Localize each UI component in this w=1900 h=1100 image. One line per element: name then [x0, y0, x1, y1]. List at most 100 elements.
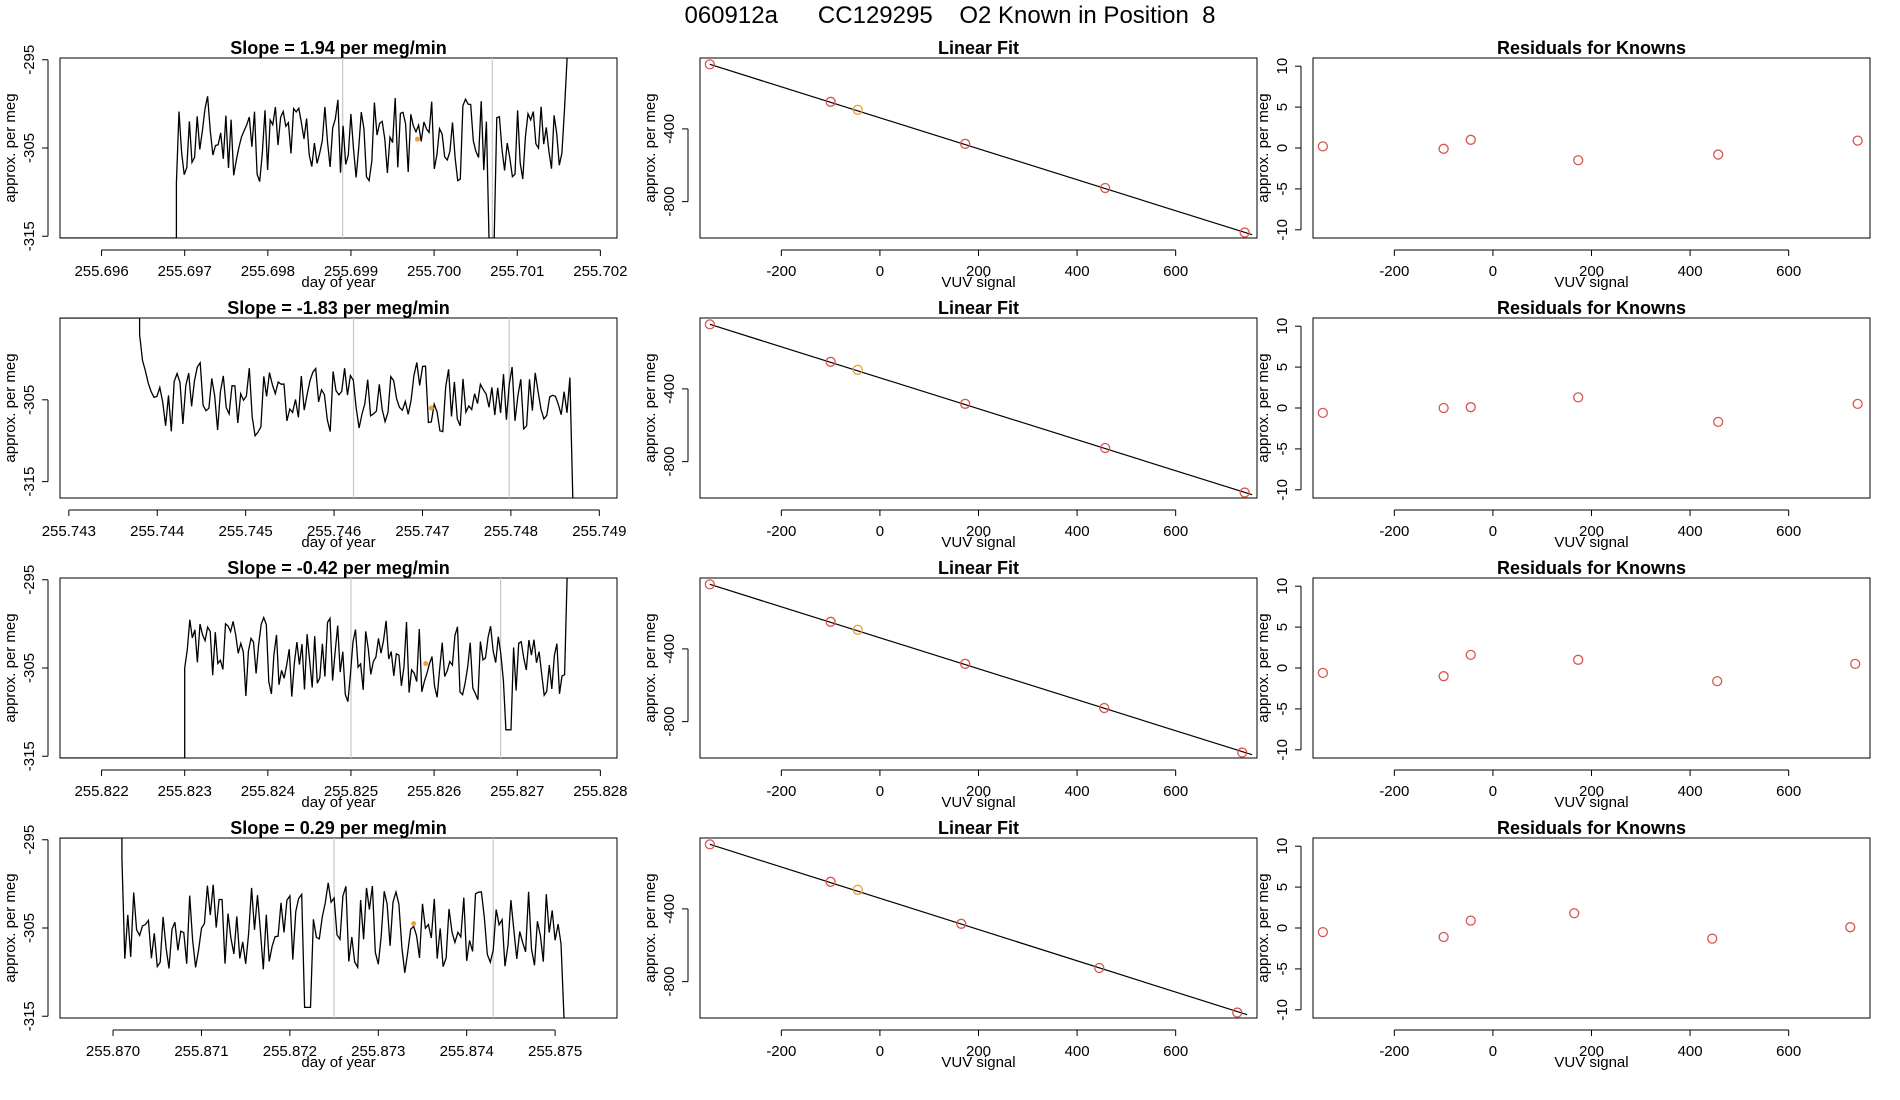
y-axis-label: approx. per meg [642, 93, 659, 202]
series-line [60, 578, 568, 758]
x-tick-label: 255.825 [324, 783, 378, 800]
x-tick-label: 255.871 [174, 1043, 228, 1060]
data-point [1465, 915, 1476, 926]
data-point [1438, 671, 1449, 682]
y-tick-label: -800 [661, 447, 678, 477]
y-tick-label: 10 [1274, 58, 1291, 75]
data-point [1845, 922, 1856, 933]
data-point [1239, 227, 1250, 238]
y-axis-label: approx. per meg [2, 873, 19, 982]
y-tick-label: -5 [1274, 442, 1291, 455]
plot-frame [59, 317, 618, 499]
y-tick-label: -5 [1274, 962, 1291, 975]
data-point [825, 876, 836, 887]
data-point [825, 96, 836, 107]
x-tick-label: 255.824 [241, 783, 295, 800]
y-tick-label: -315 [21, 221, 38, 251]
plot-frame [1312, 837, 1871, 1019]
data-point [1713, 416, 1724, 428]
x-tick-label: 400 [1065, 1043, 1090, 1060]
data-point [1852, 135, 1863, 146]
y-tick-label: -295 [21, 45, 38, 75]
data-point [1707, 933, 1718, 944]
y-axis-label: approx. per meg [2, 93, 19, 202]
x-axis-label: VUV signal [1554, 794, 1628, 811]
panel-1-2: Residuals for Knowns -200 0 200 400 600 VUV si… [1255, 298, 1871, 551]
x-tick-label: 255.823 [158, 783, 212, 800]
x-tick-label: 255.702 [573, 263, 627, 280]
x-axis-label: day of year [301, 534, 375, 551]
panel-title: Linear Fit [938, 818, 1019, 838]
x-tick-label: 600 [1163, 523, 1188, 540]
x-tick-label: 0 [1489, 263, 1497, 280]
data-point [1100, 182, 1111, 194]
x-axis-label: VUV signal [1554, 534, 1628, 551]
x-tick-label: 400 [1678, 783, 1703, 800]
y-tick-label: -400 [661, 634, 678, 664]
y-tick-label: -305 [21, 385, 38, 415]
data-point [1237, 747, 1248, 758]
y-tick-label: -5 [1274, 702, 1291, 715]
x-axis-label: VUV signal [941, 794, 1015, 811]
panel-3-0: Slope = 0.29 per meg/min 255.870 255.871 25… [2, 818, 618, 1071]
panel-1-0: Slope = -1.83 per meg/min 255.743 255.744 2… [2, 298, 626, 551]
x-tick-label: 255.744 [130, 523, 184, 540]
plot-frame [699, 57, 1258, 239]
data-point [704, 579, 716, 590]
y-tick-label: 0 [1274, 924, 1291, 932]
data-point [1232, 1007, 1243, 1018]
y-tick-label: -295 [21, 825, 38, 855]
y-tick-label: -400 [661, 114, 678, 144]
fit-line [709, 583, 1253, 756]
data-point [1573, 654, 1584, 665]
x-tick-label: 600 [1163, 783, 1188, 800]
y-tick-label: -5 [1274, 182, 1291, 195]
y-tick-label: -800 [661, 187, 678, 217]
y-axis-label: approx. per meg [1255, 613, 1272, 722]
x-tick-label: 400 [1678, 523, 1703, 540]
x-axis-label: VUV signal [941, 1054, 1015, 1071]
data-point [852, 364, 863, 375]
x-axis-label: VUV signal [941, 534, 1015, 551]
y-axis-label: approx. per meg [1255, 873, 1272, 982]
panel-title: Linear Fit [938, 558, 1019, 578]
data-point [852, 624, 863, 635]
x-tick-label: -200 [1379, 523, 1409, 540]
y-tick-label: -295 [21, 565, 38, 595]
y-axis-label: approx. per meg [2, 613, 19, 722]
x-tick-label: 600 [1163, 1043, 1188, 1060]
orange-marker [414, 136, 420, 142]
panel-title: Residuals for Knowns [1497, 38, 1686, 58]
panel-title: Slope = 0.29 per meg/min [230, 818, 447, 838]
plot-frame [1312, 57, 1871, 239]
data-point [1438, 931, 1449, 943]
x-tick-label: 255.743 [42, 523, 96, 540]
x-tick-label: 255.696 [74, 263, 128, 280]
y-tick-label: 5 [1274, 363, 1291, 371]
x-tick-label: -200 [1379, 783, 1409, 800]
data-point [1239, 487, 1250, 498]
x-tick-label: 255.826 [407, 783, 461, 800]
fit-line [709, 843, 1248, 1016]
y-tick-label: -315 [21, 467, 38, 497]
x-tick-label: 600 [1776, 783, 1801, 800]
x-tick-label: 255.872 [263, 1043, 317, 1060]
orange-marker [423, 661, 429, 667]
data-point [1465, 402, 1476, 413]
y-tick-label: -400 [661, 374, 678, 404]
data-point [1317, 667, 1329, 679]
x-tick-label: 0 [876, 783, 884, 800]
y-tick-label: -400 [661, 894, 678, 924]
x-axis-label: day of year [301, 794, 375, 811]
y-tick-label: -10 [1274, 739, 1291, 761]
series-line [60, 58, 568, 238]
x-tick-label: 600 [1776, 263, 1801, 280]
orange-marker [428, 405, 434, 411]
y-tick-label: -305 [21, 913, 38, 943]
y-axis-label: approx. per meg [642, 353, 659, 462]
data-point [1573, 155, 1584, 166]
x-tick-label: 200 [966, 263, 991, 280]
y-tick-label: 5 [1274, 103, 1291, 111]
y-tick-label: -315 [21, 1001, 38, 1031]
